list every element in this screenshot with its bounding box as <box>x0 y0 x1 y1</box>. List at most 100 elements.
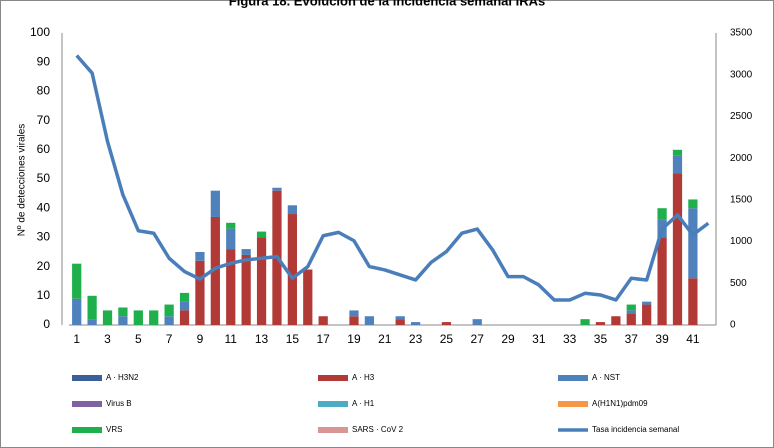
bar <box>318 316 328 325</box>
legend-swatch <box>72 401 102 407</box>
x-tick-label: 11 <box>225 332 238 346</box>
legend-label: A · H3 <box>352 373 375 382</box>
bar <box>303 269 313 325</box>
y2-tick-label: 0 <box>730 320 736 331</box>
bar <box>287 214 297 325</box>
bar <box>241 249 251 255</box>
bar <box>72 298 82 325</box>
bar <box>626 310 636 314</box>
bar <box>179 292 190 302</box>
x-tick-label: 29 <box>501 332 515 346</box>
x-tick-label: 7 <box>166 332 173 346</box>
bar <box>472 319 482 325</box>
y2-tick-label: 2000 <box>730 153 753 164</box>
y-tick-label: 80 <box>37 84 51 98</box>
bar <box>241 254 251 325</box>
legend-swatch <box>318 427 348 433</box>
legend-label: A · NST <box>592 373 620 382</box>
bar <box>595 322 606 325</box>
bar <box>164 304 174 317</box>
bar <box>195 260 205 325</box>
y-tick-label: 70 <box>37 113 51 127</box>
legend-swatch <box>318 401 348 407</box>
bar <box>226 249 236 325</box>
x-tick-label: 9 <box>197 332 204 346</box>
x-tick-label: 21 <box>378 332 392 346</box>
bar <box>580 319 590 325</box>
bar <box>688 208 698 279</box>
legend-label: A · H1 <box>352 399 375 408</box>
bar <box>87 295 97 320</box>
bar <box>611 316 621 325</box>
y2-tick-label: 2500 <box>730 111 753 122</box>
y-tick-label: 90 <box>37 54 51 68</box>
bar <box>364 316 375 325</box>
y-tick-label: 60 <box>37 142 51 156</box>
y-axis-label: Nº de detecciones virales <box>17 124 28 237</box>
legend-label: SARS · CoV 2 <box>352 425 404 434</box>
x-tick-label: 33 <box>563 332 577 346</box>
y-tick-label: 20 <box>37 259 51 273</box>
legend-swatch <box>318 375 348 381</box>
bar <box>72 263 82 299</box>
x-tick-label: 25 <box>440 332 454 346</box>
bar <box>179 301 190 311</box>
bar <box>672 155 683 174</box>
y2-tick-label: 3000 <box>730 69 753 80</box>
bar <box>256 231 267 238</box>
y-tick-label: 50 <box>37 171 51 185</box>
bar <box>410 322 421 325</box>
y-tick-label: 10 <box>37 288 51 302</box>
y2-tick-label: 3500 <box>730 28 753 39</box>
x-tick-label: 39 <box>655 332 669 346</box>
bar <box>395 319 405 325</box>
legend-label: Virus B <box>106 399 132 408</box>
bar <box>642 304 652 325</box>
x-tick-label: 17 <box>316 332 330 346</box>
x-tick-label: 23 <box>409 332 423 346</box>
x-tick-label: 35 <box>594 332 608 346</box>
x-tick-label: 27 <box>471 332 485 346</box>
y-tick-label: 0 <box>43 317 50 331</box>
legend-swatch <box>72 427 102 433</box>
y-tick-label: 100 <box>30 25 50 39</box>
x-tick-label: 13 <box>255 332 269 346</box>
bar <box>118 316 128 325</box>
bar <box>349 316 359 325</box>
x-tick-label: 19 <box>347 332 361 346</box>
y-tick-label: 30 <box>37 230 51 244</box>
x-tick-label: 5 <box>135 332 142 346</box>
bar <box>688 199 698 209</box>
legend-label: Tasa incidencia semanal <box>592 425 679 434</box>
legend-swatch <box>558 375 588 381</box>
x-tick-label: 37 <box>625 332 639 346</box>
bar <box>626 304 636 311</box>
bar <box>179 310 190 325</box>
bar <box>349 310 359 317</box>
bar <box>164 316 174 325</box>
bar <box>226 222 236 229</box>
x-tick-label: 31 <box>532 332 546 346</box>
legend-swatch <box>72 375 102 381</box>
x-tick-label: 41 <box>686 332 700 346</box>
bar <box>626 313 636 325</box>
bar <box>118 307 128 317</box>
chart-title: Figura 18. Evolución de la incidencia se… <box>229 0 545 8</box>
bar <box>272 187 282 191</box>
bar <box>149 310 159 325</box>
y2-tick-label: 1500 <box>730 194 753 205</box>
bar <box>256 237 267 325</box>
x-tick-label: 1 <box>73 332 80 346</box>
line <box>75 54 710 302</box>
bar <box>395 316 405 320</box>
bar <box>195 252 205 261</box>
bar <box>657 237 667 325</box>
bar <box>133 310 143 325</box>
legend-label: A · H3N2 <box>106 373 139 382</box>
legend-label: VRS <box>106 425 122 434</box>
bar <box>210 216 220 325</box>
legend-swatch <box>558 401 588 407</box>
bar <box>210 190 220 217</box>
bar <box>102 310 113 325</box>
x-tick-label: 15 <box>286 332 300 346</box>
